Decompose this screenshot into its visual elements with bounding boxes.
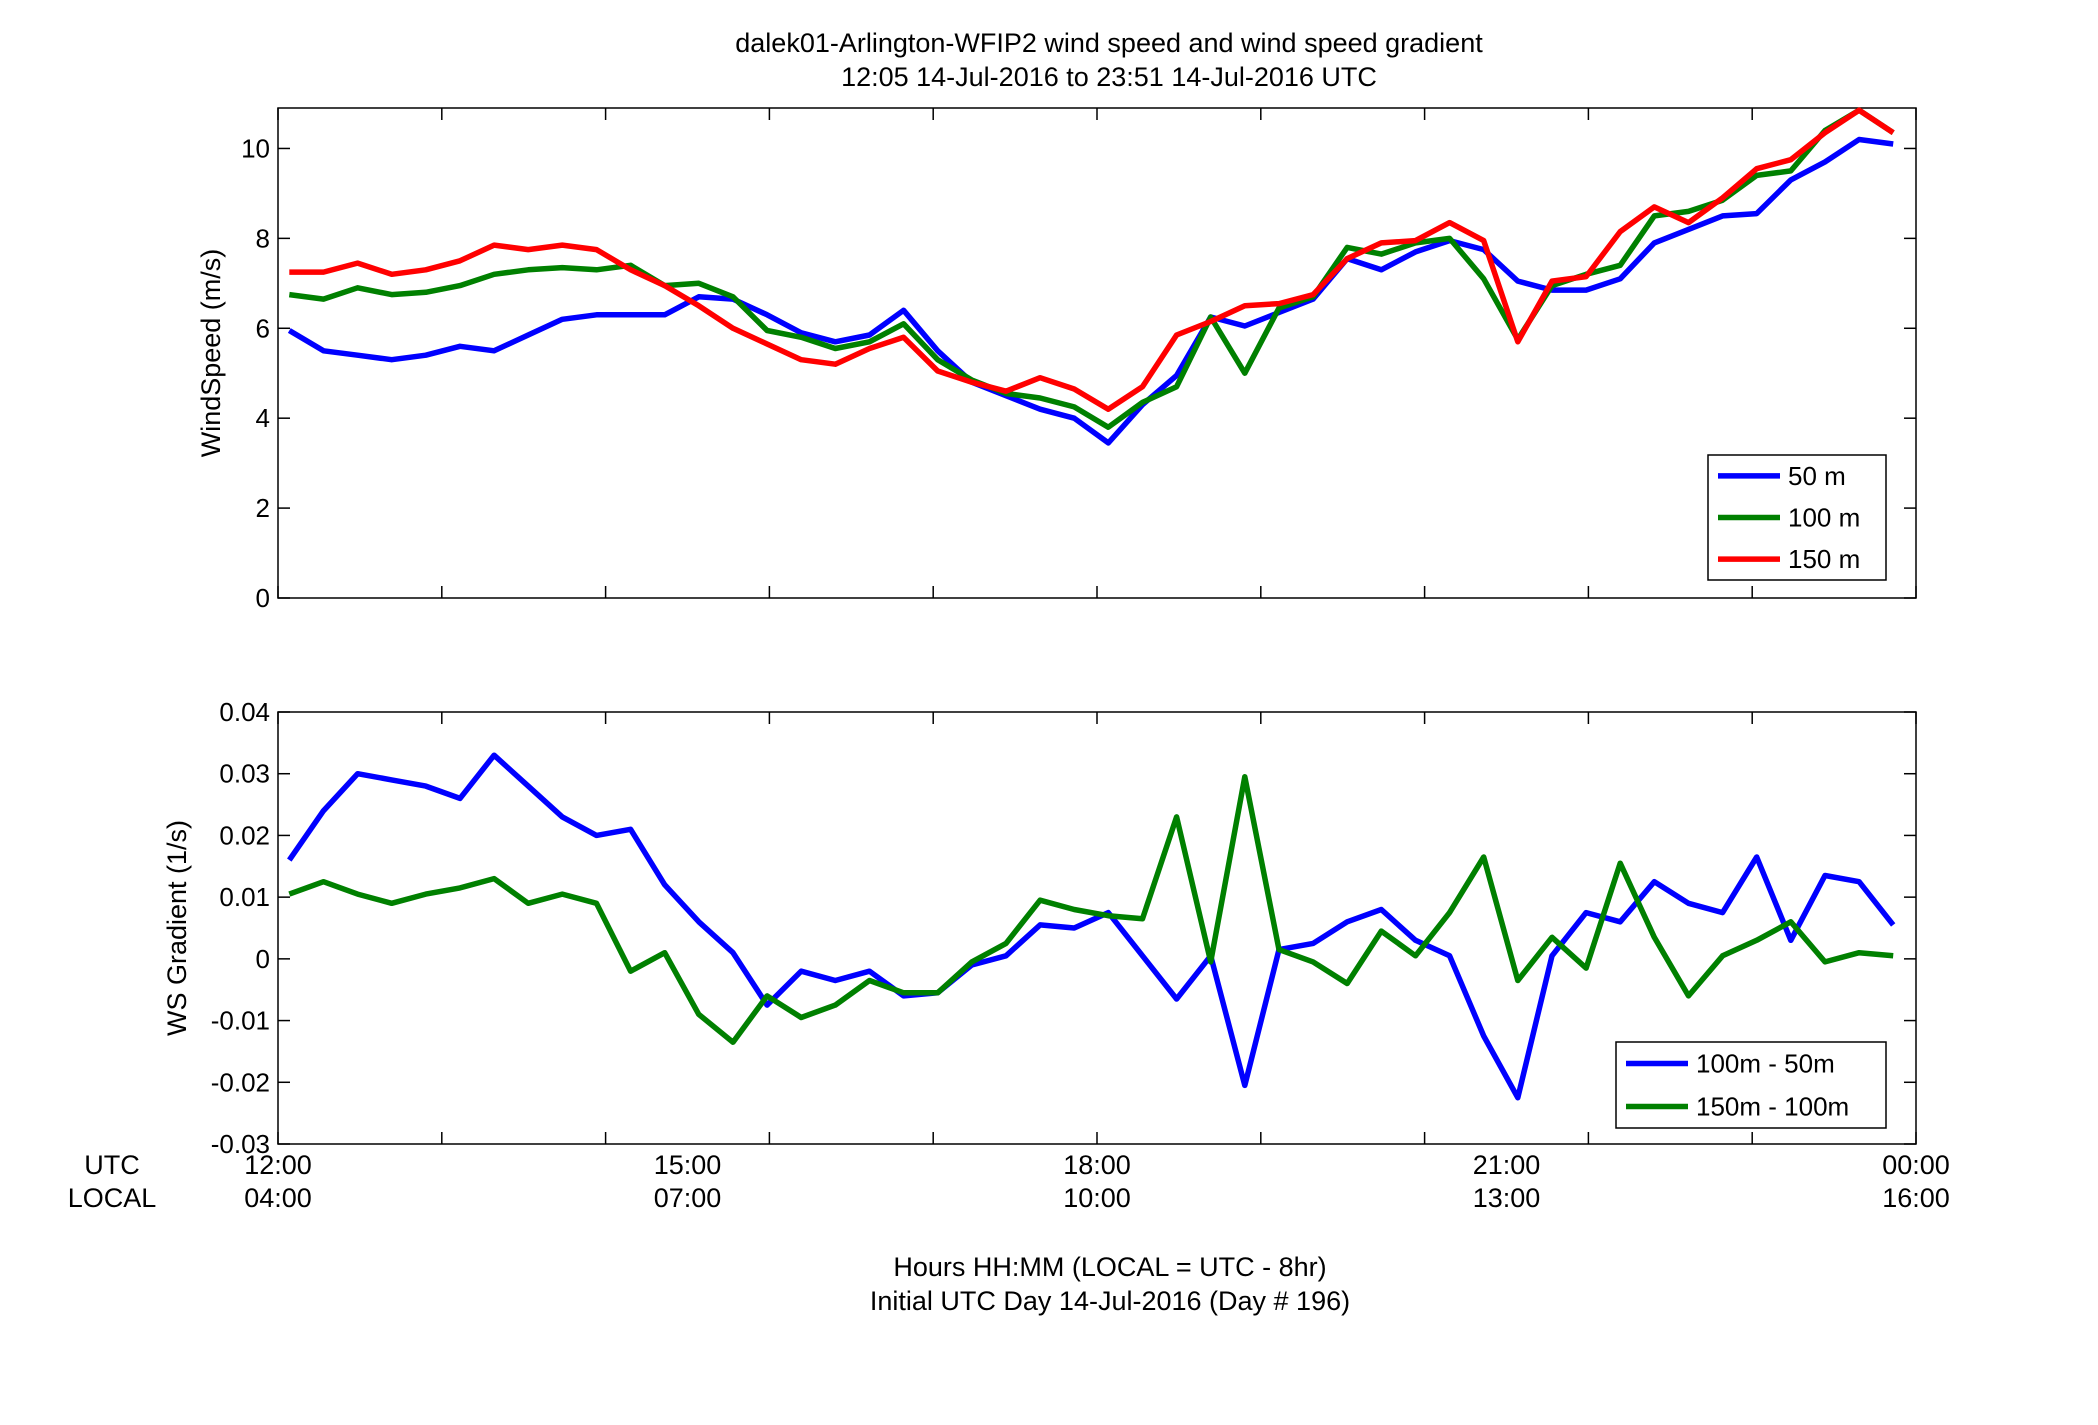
x-tick-label-utc: 12:00 <box>244 1150 312 1180</box>
chart-title-line1: dalek01-Arlington-WFIP2 wind speed and w… <box>735 28 1483 58</box>
x-tick-label-utc: 18:00 <box>1063 1150 1131 1180</box>
local-row-label: LOCAL <box>68 1183 157 1213</box>
y-tick-label: -0.03 <box>211 1129 270 1159</box>
y-axis-label: WS Gradient (1/s) <box>162 820 192 1036</box>
y-tick-label: 0.01 <box>219 882 270 912</box>
x-tick-label-utc: 15:00 <box>654 1150 722 1180</box>
wind-gradient-panel: -0.03 -0.02 -0.01 0 0.01 0.02 0.03 0.04 WS Gradi… <box>162 697 1917 1159</box>
plot-area <box>277 107 1917 599</box>
y-tick-label: 8 <box>256 223 270 253</box>
legend-box <box>1615 1041 1887 1129</box>
series-line-150m-100m <box>288 774 1894 1045</box>
y-tick-label: 6 <box>256 313 270 343</box>
series-line-100m-50m <box>287 752 1896 1101</box>
y-tick-label: 0 <box>256 944 270 974</box>
y-tick-label: 0.03 <box>219 759 270 789</box>
legend-entry: 100 m <box>1788 503 1860 533</box>
series-line-150-m <box>289 107 1895 412</box>
chart-title-line2: 12:05 14-Jul-2016 to 23:51 14-Jul-2016 U… <box>841 62 1377 92</box>
x-tick-label-local: 13:00 <box>1473 1183 1541 1213</box>
x-tick-label-local: 16:00 <box>1882 1183 1950 1213</box>
legend-entry: 150m - 100m <box>1696 1092 1849 1122</box>
legend-entry: 150 m <box>1788 544 1860 574</box>
series-line-50-m <box>287 136 1894 446</box>
y-tick-label: 10 <box>241 133 270 163</box>
y-tick-label: -0.01 <box>211 1006 270 1036</box>
y-axis-label: WindSpeed (m/s) <box>196 249 226 458</box>
y-tick-label: 0 <box>256 583 270 613</box>
x-tick-label-local: 10:00 <box>1063 1183 1131 1213</box>
wind-speed-panel: 0 2 4 6 8 10 WindSpeed (m/s) 50 m 100 m 150 m <box>196 107 1917 613</box>
y-tick-label: 0.04 <box>219 697 270 727</box>
x-tick-label-local: 04:00 <box>244 1183 312 1213</box>
utc-row-label: UTC <box>84 1150 140 1180</box>
legend-entry: 50 m <box>1788 461 1846 491</box>
y-tick-label: 2 <box>256 493 270 523</box>
x-tick-label-local: 07:00 <box>654 1183 722 1213</box>
x-axis-label-line2: Initial UTC Day 14-Jul-2016 (Day # 196) <box>870 1286 1350 1316</box>
x-tick-label-utc: 00:00 <box>1882 1150 1950 1180</box>
y-tick-label: 4 <box>256 403 270 433</box>
x-axis-label-line1: Hours HH:MM (LOCAL = UTC - 8hr) <box>893 1252 1326 1282</box>
legend-entry: 100m - 50m <box>1696 1049 1835 1079</box>
series-line-100-m <box>288 107 1895 430</box>
y-tick-label: -0.02 <box>211 1067 270 1097</box>
x-tick-label-utc: 21:00 <box>1473 1150 1541 1180</box>
y-tick-label: 0.02 <box>219 820 270 850</box>
